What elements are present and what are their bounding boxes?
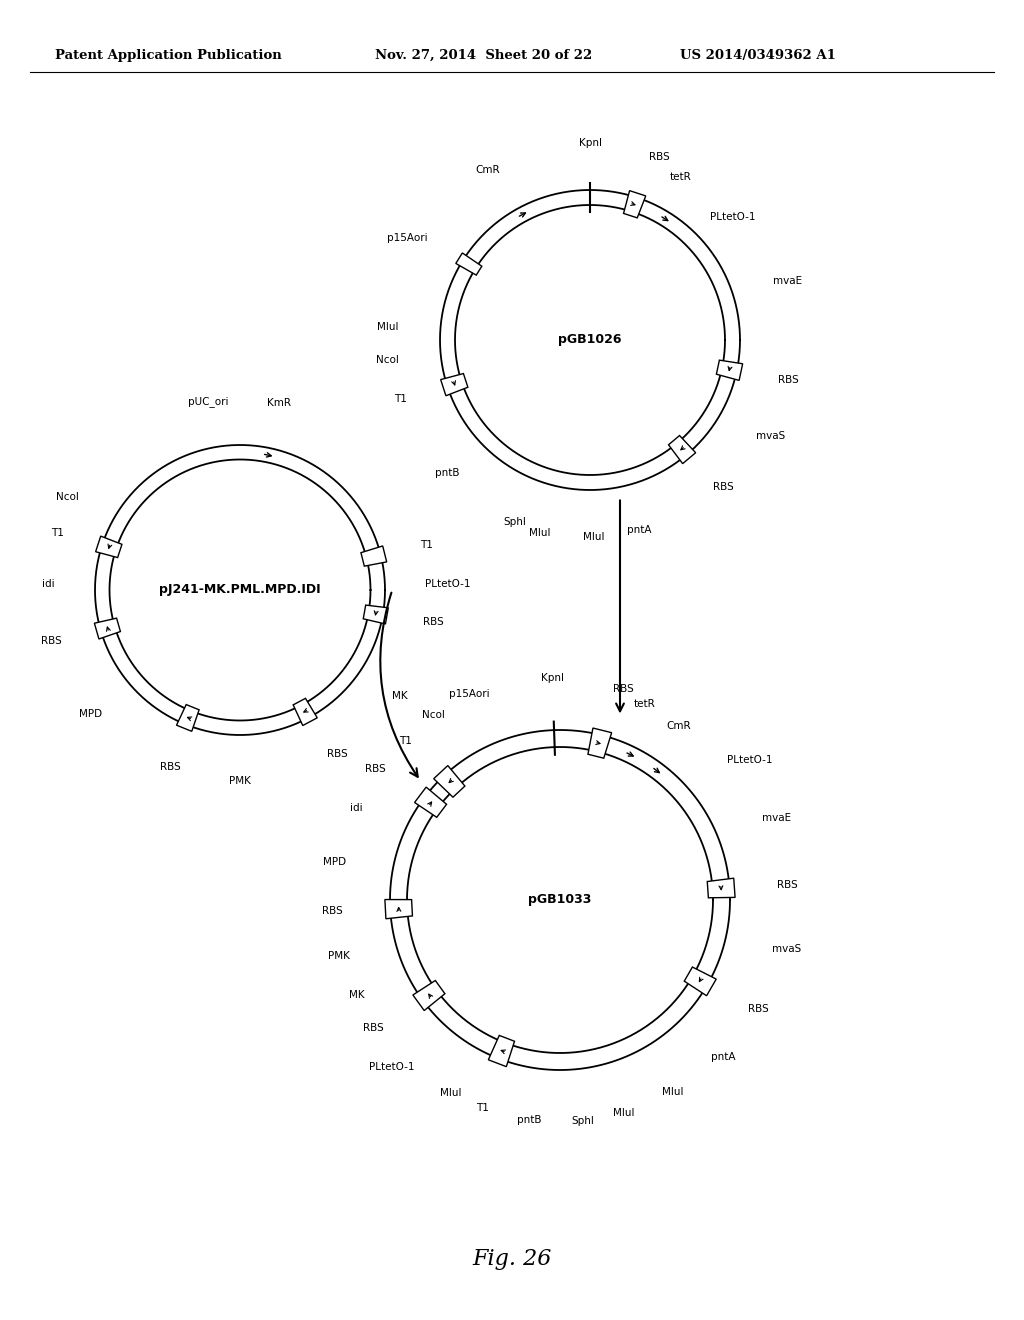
Text: pntB: pntB	[435, 469, 460, 478]
Text: RBS: RBS	[160, 762, 181, 772]
Text: MluI: MluI	[613, 1107, 635, 1118]
Polygon shape	[624, 190, 646, 218]
Text: T1: T1	[475, 1104, 488, 1113]
Text: MK: MK	[349, 990, 365, 1001]
Polygon shape	[669, 436, 695, 463]
Text: RBS: RBS	[749, 1003, 769, 1014]
Text: RBS: RBS	[366, 764, 386, 774]
Text: RBS: RBS	[327, 748, 348, 759]
Text: PMK: PMK	[229, 776, 251, 785]
Polygon shape	[415, 787, 446, 817]
Text: RBS: RBS	[423, 618, 443, 627]
Polygon shape	[708, 878, 735, 898]
Text: PMK: PMK	[328, 952, 350, 961]
Polygon shape	[588, 729, 611, 758]
Text: p15Aori: p15Aori	[449, 689, 489, 700]
Text: MluI: MluI	[377, 322, 398, 331]
Text: SphI: SphI	[571, 1117, 594, 1126]
Polygon shape	[440, 374, 468, 396]
Text: mvaE: mvaE	[762, 813, 791, 824]
Text: mvaS: mvaS	[772, 944, 801, 954]
Text: CmR: CmR	[667, 721, 691, 731]
Text: RBS: RBS	[778, 375, 799, 385]
Text: KpnI: KpnI	[579, 139, 601, 148]
Text: pGB1026: pGB1026	[558, 334, 622, 346]
Text: MK: MK	[392, 692, 408, 701]
Polygon shape	[684, 968, 716, 995]
Text: T1: T1	[420, 540, 433, 550]
Text: Patent Application Publication: Patent Application Publication	[55, 49, 282, 62]
Text: tetR: tetR	[634, 700, 655, 709]
Text: MluI: MluI	[440, 1089, 462, 1098]
Text: RBS: RBS	[649, 152, 670, 162]
Polygon shape	[360, 546, 387, 566]
Polygon shape	[717, 360, 742, 380]
Text: mvaE: mvaE	[772, 276, 802, 285]
Text: RBS: RBS	[322, 907, 343, 916]
Text: pGB1033: pGB1033	[528, 894, 592, 907]
Polygon shape	[293, 698, 317, 726]
Text: KpnI: KpnI	[541, 672, 564, 682]
Text: RBS: RBS	[612, 684, 634, 694]
Text: NcoI: NcoI	[56, 492, 79, 502]
Text: idi: idi	[42, 578, 54, 589]
Text: NcoI: NcoI	[376, 355, 399, 366]
Text: KmR: KmR	[266, 399, 291, 408]
Text: MluI: MluI	[528, 528, 550, 537]
Text: NcoI: NcoI	[422, 710, 444, 721]
Polygon shape	[434, 766, 465, 797]
Polygon shape	[413, 981, 444, 1011]
Polygon shape	[488, 1035, 514, 1067]
Text: PLtetO-1: PLtetO-1	[426, 578, 471, 589]
Text: tetR: tetR	[670, 172, 692, 182]
Polygon shape	[94, 618, 121, 639]
Text: idi: idi	[350, 803, 362, 813]
Text: p15Aori: p15Aori	[386, 234, 427, 243]
Text: MluI: MluI	[663, 1088, 684, 1097]
Polygon shape	[456, 253, 482, 275]
Polygon shape	[385, 899, 413, 919]
Text: SphI: SphI	[504, 516, 526, 527]
Text: RBS: RBS	[41, 636, 61, 647]
Text: T1: T1	[398, 735, 412, 746]
Polygon shape	[95, 536, 122, 557]
Text: T1: T1	[394, 395, 408, 404]
Text: MPD: MPD	[323, 857, 346, 867]
Text: US 2014/0349362 A1: US 2014/0349362 A1	[680, 49, 836, 62]
Text: T1: T1	[50, 528, 63, 537]
Polygon shape	[176, 705, 199, 731]
Text: Nov. 27, 2014  Sheet 20 of 22: Nov. 27, 2014 Sheet 20 of 22	[375, 49, 592, 62]
Text: RBS: RBS	[777, 880, 798, 890]
Text: RBS: RBS	[714, 482, 734, 492]
Text: pUC_ori: pUC_ori	[187, 396, 228, 407]
Text: MluI: MluI	[584, 532, 605, 543]
Text: pntA: pntA	[711, 1052, 735, 1061]
Text: PLtetO-1: PLtetO-1	[727, 755, 772, 766]
Text: RBS: RBS	[364, 1023, 384, 1034]
Text: mvaS: mvaS	[757, 432, 785, 441]
Text: PLtetO-1: PLtetO-1	[369, 1061, 415, 1072]
Text: CmR: CmR	[475, 165, 500, 176]
Text: pJ241-MK.PML.MPD.IDI: pJ241-MK.PML.MPD.IDI	[159, 583, 321, 597]
Text: MPD: MPD	[79, 709, 102, 719]
Text: PLtetO-1: PLtetO-1	[710, 211, 756, 222]
Text: Fig. 26: Fig. 26	[472, 1247, 552, 1270]
Text: pntB: pntB	[517, 1115, 542, 1126]
Text: pntA: pntA	[628, 525, 652, 536]
Polygon shape	[364, 605, 388, 624]
